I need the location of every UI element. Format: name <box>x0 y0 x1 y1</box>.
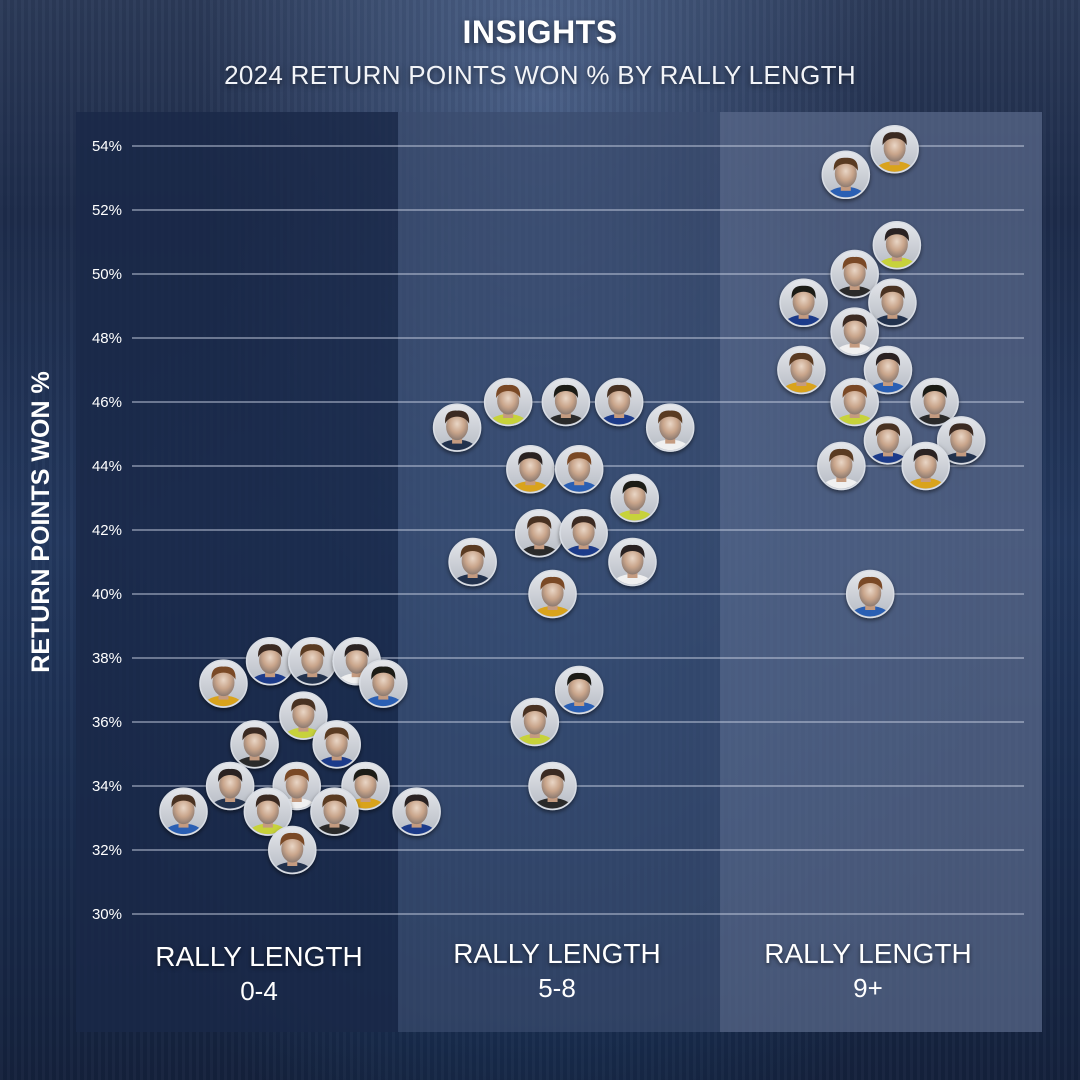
player-avatar-point <box>777 345 826 395</box>
player-avatar-point <box>514 508 564 558</box>
player-avatar-point <box>936 416 986 465</box>
player-avatar-point <box>870 124 919 174</box>
player-avatar-point <box>159 787 208 836</box>
player-avatar-point <box>288 636 337 686</box>
player-avatar-point <box>230 720 279 769</box>
category-panel-3 <box>720 112 1042 1032</box>
category-label-line1: RALLY LENGTH <box>764 938 971 969</box>
player-avatar-point <box>863 345 913 395</box>
player-avatar-point <box>432 403 482 452</box>
player-avatar-point <box>279 691 328 740</box>
player-avatar-point <box>868 278 917 328</box>
player-avatar-point <box>830 307 879 356</box>
y-tick-label: 42% <box>92 522 122 539</box>
player-avatar-point <box>199 659 248 708</box>
player-avatar-point <box>845 569 895 619</box>
y-tick-label: 30% <box>92 906 122 923</box>
y-tick-label: 48% <box>92 330 122 347</box>
player-avatar-point <box>506 444 555 494</box>
player-avatar-point <box>528 761 577 811</box>
player-avatar-point <box>901 441 950 491</box>
category-label-line2: 5-8 <box>538 973 576 1003</box>
player-avatar-point <box>510 697 560 747</box>
player-avatar-point <box>817 441 866 491</box>
category-label-line2: 9+ <box>853 973 883 1003</box>
player-avatar-point <box>310 787 359 836</box>
y-tick-label: 32% <box>92 842 122 859</box>
player-avatar-point <box>779 278 828 328</box>
page-title: INSIGHTS <box>462 14 618 50</box>
player-avatar-point <box>541 377 591 427</box>
player-avatar-point <box>268 825 317 875</box>
player-avatar-point <box>830 249 879 299</box>
player-avatar-point <box>645 403 695 452</box>
player-avatar-point <box>528 569 577 619</box>
y-tick-label: 40% <box>92 586 122 603</box>
player-avatar-point <box>608 537 657 587</box>
chart-subtitle: 2024 RETURN POINTS WON % BY RALLY LENGTH <box>224 60 856 90</box>
y-tick-label: 52% <box>92 202 122 219</box>
player-avatar-point <box>205 761 255 811</box>
category-label-line1: RALLY LENGTH <box>453 938 660 969</box>
player-avatar-point <box>610 473 659 523</box>
y-tick-label: 44% <box>92 458 122 475</box>
player-avatar-point <box>554 665 604 715</box>
player-avatar-point <box>594 377 644 427</box>
player-avatar-point <box>448 537 497 587</box>
player-avatar-point <box>863 416 913 465</box>
category-label-line2: 0-4 <box>240 976 278 1006</box>
player-avatar-point <box>359 659 408 708</box>
player-avatar-point <box>312 720 361 769</box>
player-avatar-point <box>830 377 879 427</box>
y-tick-label: 50% <box>92 266 122 283</box>
y-tick-label: 46% <box>92 394 122 411</box>
category-label-line1: RALLY LENGTH <box>155 941 362 972</box>
player-avatar-point <box>872 220 922 270</box>
player-avatar-point <box>821 150 871 200</box>
category-panel-1 <box>76 112 398 1032</box>
y-tick-label: 36% <box>92 714 122 731</box>
player-avatar-point <box>554 444 604 494</box>
player-avatar-point <box>483 377 533 427</box>
player-avatar-point <box>559 508 608 558</box>
y-tick-label: 38% <box>92 650 122 667</box>
y-tick-label: 54% <box>92 138 122 155</box>
player-avatar-point <box>392 787 441 836</box>
y-axis-title: RETURN POINTS WON % <box>27 371 55 672</box>
player-avatar-point <box>910 377 959 427</box>
y-tick-label: 34% <box>92 778 122 795</box>
